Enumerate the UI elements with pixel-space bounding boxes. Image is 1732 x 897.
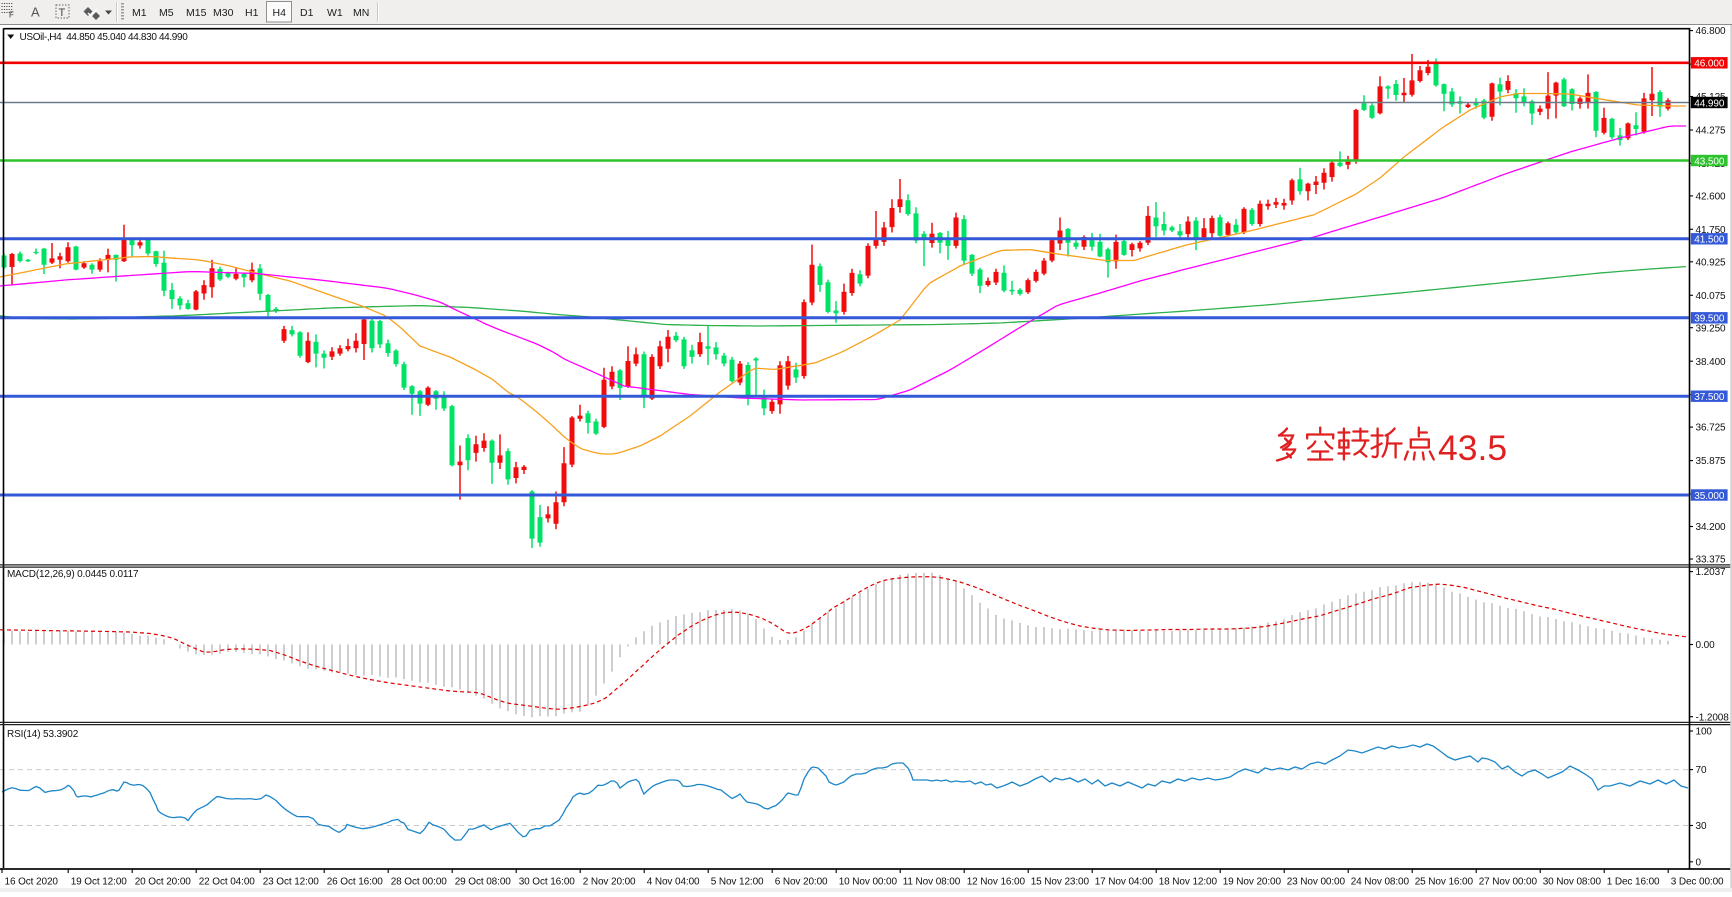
svg-text:10 Nov 00:00: 10 Nov 00:00: [839, 877, 898, 888]
svg-text:-1.2008: -1.2008: [1696, 712, 1730, 723]
svg-text:MN: MN: [353, 7, 369, 19]
svg-text:44.990: 44.990: [1694, 98, 1725, 109]
svg-text:39.500: 39.500: [1694, 314, 1725, 325]
svg-text:28 Oct 00:00: 28 Oct 00:00: [391, 877, 448, 888]
svg-text:0.00: 0.00: [1696, 640, 1716, 651]
svg-text:35.875: 35.875: [1696, 456, 1727, 467]
svg-text:11 Nov 08:00: 11 Nov 08:00: [903, 877, 961, 888]
svg-text:F: F: [9, 11, 14, 20]
svg-text:33.375: 33.375: [1696, 555, 1727, 566]
svg-text:H4: H4: [273, 7, 287, 19]
svg-text:38.400: 38.400: [1696, 357, 1727, 368]
svg-text:USOil-,H4 44.850 45.040 44.83: USOil-,H4 44.850 45.040 44.830 44.990: [20, 32, 189, 43]
svg-text:5 Nov 12:00: 5 Nov 12:00: [711, 877, 764, 888]
svg-text:0: 0: [1696, 857, 1702, 868]
svg-text:25 Nov 16:00: 25 Nov 16:00: [1415, 877, 1474, 888]
svg-text:2 Nov 20:00: 2 Nov 20:00: [583, 877, 636, 888]
svg-text:29 Oct 08:00: 29 Oct 08:00: [455, 877, 512, 888]
svg-text:30: 30: [1696, 821, 1707, 832]
svg-text:22 Oct 04:00: 22 Oct 04:00: [199, 877, 256, 888]
svg-text:M15: M15: [186, 7, 207, 19]
svg-text:M5: M5: [159, 7, 174, 19]
svg-text:41.750: 41.750: [1696, 225, 1727, 236]
svg-text:30 Oct 16:00: 30 Oct 16:00: [519, 877, 576, 888]
svg-text:35.000: 35.000: [1694, 491, 1725, 502]
svg-text:36.725: 36.725: [1696, 423, 1727, 434]
svg-text:30 Nov 08:00: 30 Nov 08:00: [1543, 877, 1602, 888]
svg-text:40.075: 40.075: [1696, 291, 1727, 302]
svg-text:23 Oct 12:00: 23 Oct 12:00: [263, 877, 320, 888]
svg-text:19 Oct 12:00: 19 Oct 12:00: [71, 877, 128, 888]
svg-text:W1: W1: [327, 7, 343, 19]
svg-text:MACD(12,26,9) 0.0445 0.0117: MACD(12,26,9) 0.0445 0.0117: [7, 569, 139, 580]
svg-text:46.000: 46.000: [1694, 59, 1725, 70]
svg-text:44.275: 44.275: [1696, 126, 1727, 137]
svg-text:41.500: 41.500: [1694, 235, 1725, 246]
svg-text:RSI(14) 53.3902: RSI(14) 53.3902: [7, 729, 79, 740]
svg-text:43.5: 43.5: [1438, 428, 1507, 468]
svg-text:100: 100: [1696, 727, 1713, 738]
svg-text:H1: H1: [245, 7, 259, 19]
svg-text:40.925: 40.925: [1696, 257, 1727, 268]
svg-text:3 Dec 00:00: 3 Dec 00:00: [1671, 877, 1724, 888]
svg-text:27 Nov 00:00: 27 Nov 00:00: [1479, 877, 1538, 888]
svg-text:T: T: [59, 7, 66, 19]
svg-text:17 Nov 04:00: 17 Nov 04:00: [1095, 877, 1154, 888]
svg-text:M30: M30: [213, 7, 234, 19]
svg-text:19 Nov 20:00: 19 Nov 20:00: [1223, 877, 1282, 888]
svg-text:46.800: 46.800: [1696, 26, 1727, 37]
svg-text:34.200: 34.200: [1696, 522, 1727, 533]
svg-text:1 Dec 16:00: 1 Dec 16:00: [1607, 877, 1660, 888]
svg-text:70: 70: [1696, 765, 1707, 776]
svg-text:M1: M1: [132, 7, 147, 19]
svg-text:6 Nov 20:00: 6 Nov 20:00: [775, 877, 828, 888]
svg-text:39.250: 39.250: [1696, 323, 1727, 334]
svg-text:42.600: 42.600: [1696, 192, 1727, 203]
svg-text:D1: D1: [300, 7, 314, 19]
svg-text:1.2037: 1.2037: [1696, 567, 1727, 578]
svg-text:43.500: 43.500: [1694, 156, 1725, 167]
svg-text:24 Nov 08:00: 24 Nov 08:00: [1351, 877, 1410, 888]
svg-text:18 Nov 12:00: 18 Nov 12:00: [1159, 877, 1218, 888]
svg-text:15 Nov 23:00: 15 Nov 23:00: [1031, 877, 1090, 888]
svg-text:16 Oct 2020: 16 Oct 2020: [5, 877, 59, 888]
svg-text:37.500: 37.500: [1694, 392, 1725, 403]
svg-text:23 Nov 00:00: 23 Nov 00:00: [1287, 877, 1346, 888]
svg-text:A: A: [31, 5, 40, 20]
svg-text:12 Nov 16:00: 12 Nov 16:00: [967, 877, 1026, 888]
svg-text:26 Oct 16:00: 26 Oct 16:00: [327, 877, 384, 888]
svg-text:20 Oct 20:00: 20 Oct 20:00: [135, 877, 192, 888]
svg-text:4 Nov 04:00: 4 Nov 04:00: [647, 877, 700, 888]
